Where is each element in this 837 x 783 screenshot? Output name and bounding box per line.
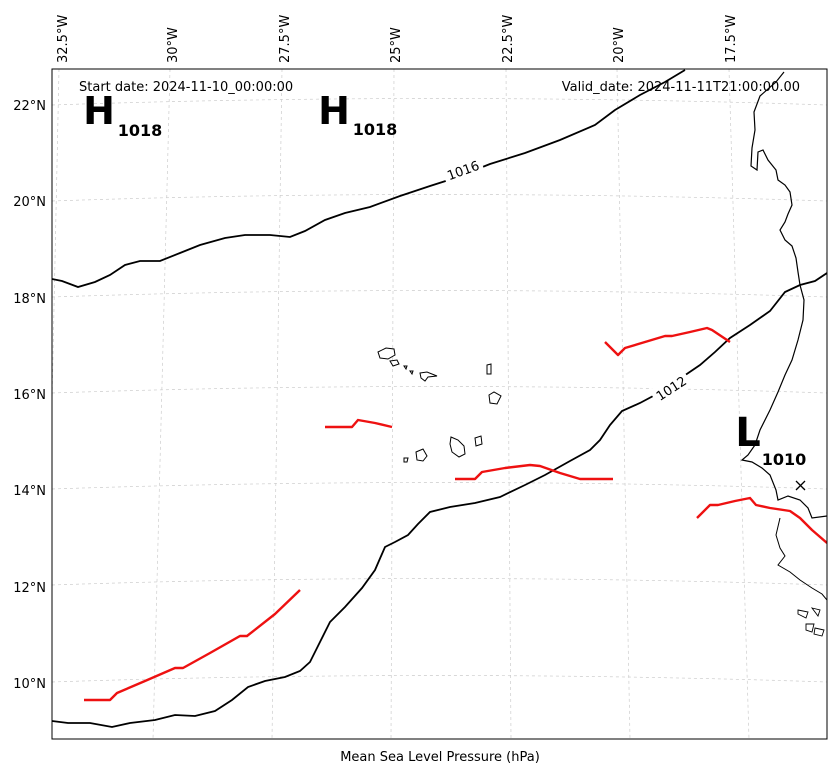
parallel-gridline: [52, 98, 827, 106]
trough-line: [696, 496, 827, 544]
trough-line: [325, 418, 393, 429]
isobar-1012: [52, 272, 827, 728]
meridian-gridline: [505, 69, 512, 739]
meridian-gridline: [271, 69, 283, 739]
lat-tick-label: 14°N: [13, 484, 46, 499]
lat-tick-label: 22°N: [13, 99, 46, 114]
high-symbol-2: H: [318, 89, 350, 133]
isobar-1016: [52, 69, 686, 288]
high-value-2: 1018: [353, 120, 398, 139]
trough-lines: [84, 326, 827, 702]
high-center-2: H 1018: [318, 89, 397, 139]
lat-tick-label: 12°N: [13, 581, 46, 596]
meridian-gridline: [390, 69, 395, 739]
trough-line: [604, 326, 731, 357]
meridian-gridline: [152, 69, 171, 739]
high-symbol-1: H: [83, 89, 115, 133]
lon-tick-label: 20°W: [612, 27, 627, 63]
lon-tick-label: 25°W: [389, 27, 404, 63]
parallel-gridline: [52, 482, 827, 490]
valid-date-label: Valid_date: 2024-11-11T21:00:00.00: [562, 80, 800, 95]
low-center: L 1010: [735, 410, 807, 491]
low-symbol: L: [735, 410, 761, 456]
low-center-cross-icon: [795, 480, 806, 491]
parallel-gridline: [52, 675, 827, 683]
lon-tick-label: 22.5°W: [501, 15, 516, 63]
trough-line: [455, 463, 613, 481]
latitude-axis: 22°N 20°N 18°N 16°N 14°N 12°N 10°N: [13, 99, 46, 692]
high-center-1: H 1018: [83, 89, 162, 140]
parallel-gridline: [52, 578, 827, 586]
lat-tick-label: 20°N: [13, 195, 46, 210]
parallel-gridline: [52, 194, 827, 202]
lat-tick-label: 10°N: [13, 677, 46, 692]
parallel-gridline: [52, 386, 827, 394]
high-value-1: 1018: [118, 121, 163, 140]
meridian-gridline: [616, 69, 631, 739]
coast-islands: [797, 607, 825, 637]
map-frame: [51, 68, 828, 740]
lat-tick-label: 18°N: [13, 292, 46, 307]
start-date-label: Start date: 2024-11-10_00:00:00: [79, 80, 293, 95]
graticule: [52, 69, 827, 739]
meridian-gridline: [728, 69, 750, 739]
low-value: 1010: [762, 450, 807, 469]
cape-verde-islands: [377, 347, 502, 463]
africa-coastline: [740, 71, 827, 519]
lon-tick-label: 17.5°W: [724, 15, 739, 63]
map-caption: Mean Sea Level Pressure (hPa): [340, 750, 540, 765]
lon-tick-label: 32.5°W: [56, 15, 71, 63]
parallel-gridline: [52, 290, 827, 298]
trough-line: [84, 589, 301, 702]
longitude-axis: 32.5°W 30°W 27.5°W 25°W 22.5°W 20°W 17.5…: [56, 15, 739, 63]
lat-tick-label: 16°N: [13, 388, 46, 403]
lon-tick-label: 30°W: [166, 27, 181, 63]
guinea-coastline: [775, 517, 827, 601]
lon-tick-label: 27.5°W: [278, 15, 293, 63]
